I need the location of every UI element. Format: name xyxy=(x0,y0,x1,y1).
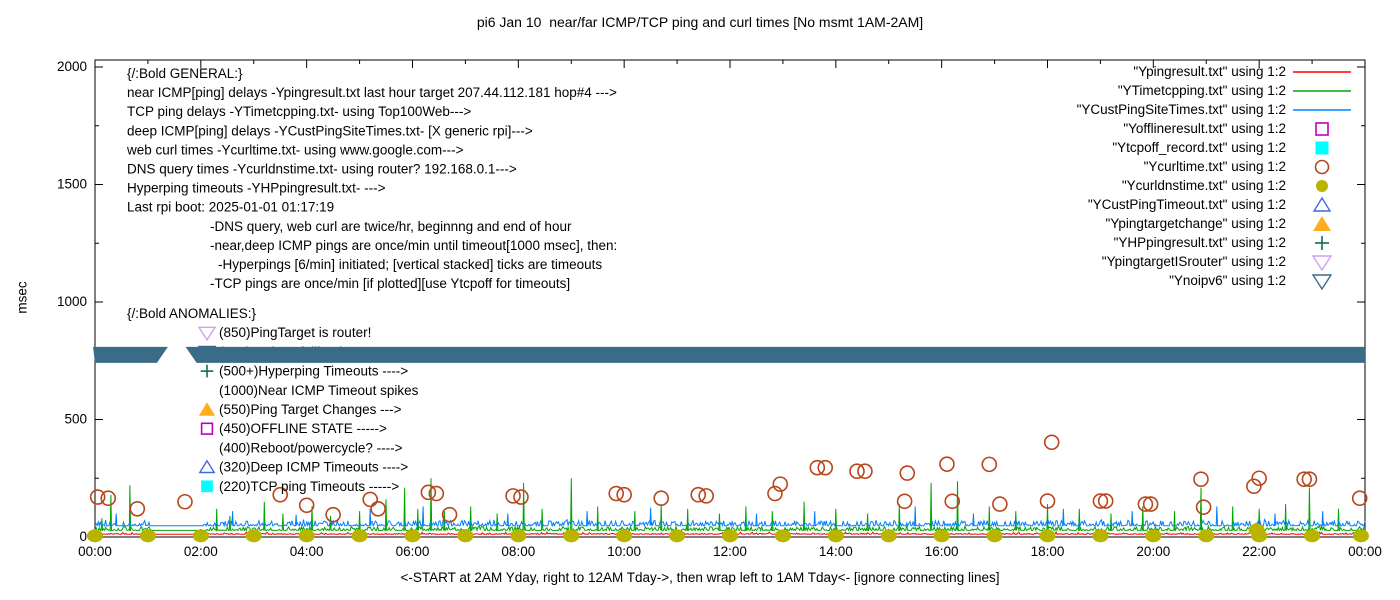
general-note: -near,deep ICMP pings are once/min until… xyxy=(210,238,617,253)
annotations: {/:Bold GENERAL:} near ICMP[ping] delays … xyxy=(126,66,617,494)
svg-text:"Ypingresult.txt" using 1:2: "Ypingresult.txt" using 1:2 xyxy=(1133,64,1286,79)
general-note: web curl times -Ycurltime.txt- using www… xyxy=(126,142,464,157)
general-note: Hyperping timeouts -YHPpingresult.txt- -… xyxy=(127,181,386,196)
x-tick-label: 06:00 xyxy=(396,544,430,559)
svg-text:"Yofflineresult.txt" using 1:2: "Yofflineresult.txt" using 1:2 xyxy=(1123,121,1286,136)
anomaly-note: (220)TCP ping Timeouts -----> xyxy=(219,479,399,494)
svg-text:"Ypingtargetchange" using 1:2: "Ypingtargetchange" using 1:2 xyxy=(1106,216,1286,231)
x-tick-label: 04:00 xyxy=(290,544,324,559)
legend-item: "Ypingtargetchange" using 1:2 xyxy=(1106,216,1331,231)
svg-text:"Ynoipv6" using 1:2: "Ynoipv6" using 1:2 xyxy=(1169,273,1286,288)
chart-title: pi6 Jan 10 near/far ICMP/TCP ping and cu… xyxy=(476,14,924,30)
y-tick-label: 500 xyxy=(64,412,87,427)
x-tick-label: 20:00 xyxy=(1136,544,1170,559)
legend-item: "YTimetcpping.txt" using 1:2 xyxy=(1118,83,1351,98)
general-note: DNS query times -Ycurldnstime.txt- using… xyxy=(127,162,517,177)
general-note: deep ICMP[ping] delays -YCustPingSiteTim… xyxy=(127,123,533,138)
general-note: near ICMP[ping] delays -Ypingresult.txt … xyxy=(127,85,617,100)
svg-text:"YTimetcpping.txt" using 1:2: "YTimetcpping.txt" using 1:2 xyxy=(1118,83,1286,98)
legend-item: "Yofflineresult.txt" using 1:2 xyxy=(1123,121,1329,136)
y-tick-label: 1000 xyxy=(57,294,87,309)
x-axis-label: <-START at 2AM Yday, right to 12AM Tday-… xyxy=(400,570,1000,585)
y-tick-label: 1500 xyxy=(57,177,87,192)
x-tick-label: 22:00 xyxy=(1242,544,1276,559)
legend-item: "YCustPingTimeout.txt" using 1:2 xyxy=(1088,196,1332,212)
general-note: {/:Bold GENERAL:} xyxy=(127,66,243,81)
anomaly-note: (850)PingTarget is router! xyxy=(219,325,371,340)
general-note: TCP ping delays -YTimetcpping.txt- using… xyxy=(127,104,471,119)
series-curl xyxy=(89,434,1368,523)
x-tick-label: 10:00 xyxy=(607,544,641,559)
svg-text:"YpingtargetISrouter" using 1:: "YpingtargetISrouter" using 1:2 xyxy=(1102,254,1286,269)
svg-text:"YCustPingSiteTimes.txt" using: "YCustPingSiteTimes.txt" using 1:2 xyxy=(1077,102,1286,117)
anomaly-note: {/:Bold ANOMALIES:} xyxy=(127,306,257,321)
legend-item: "Ypingresult.txt" using 1:2 xyxy=(1133,64,1351,79)
series-dns xyxy=(87,523,1369,543)
legend-item: "Ycurltime.txt" using 1:2 xyxy=(1144,159,1330,175)
anomaly-note: (550)Ping Target Changes ---> xyxy=(219,402,402,417)
legend-item: "YHPpingresult.txt" using 1:2 xyxy=(1114,235,1329,250)
y-tick-label: 2000 xyxy=(57,59,87,74)
y-axis-label: msec xyxy=(14,281,30,314)
general-note: -DNS query, web curl are twice/hr, begin… xyxy=(210,219,572,234)
legend-item: "Ycurldnstime.txt" using 1:2 xyxy=(1122,178,1328,193)
legend-item: "YCustPingSiteTimes.txt" using 1:2 xyxy=(1077,102,1351,117)
x-tick-label: 08:00 xyxy=(501,544,535,559)
general-note: Last rpi boot: 2025-01-01 01:17:19 xyxy=(127,200,334,215)
y-tick-label: 0 xyxy=(79,529,87,544)
legend-item: "Ynoipv6" using 1:2 xyxy=(1169,273,1333,291)
x-tick-label: 16:00 xyxy=(925,544,959,559)
anomaly-note: (400)Reboot/powercycle? ----> xyxy=(219,440,403,455)
anomaly-note: (450)OFFLINE STATE -----> xyxy=(219,421,387,436)
x-tick-label: 14:00 xyxy=(819,544,853,559)
legend-item: "YpingtargetISrouter" using 1:2 xyxy=(1102,254,1333,272)
x-tick-label: 12:00 xyxy=(713,544,747,559)
svg-text:"YCustPingTimeout.txt" using 1: "YCustPingTimeout.txt" using 1:2 xyxy=(1088,197,1286,212)
x-tick-label: 18:00 xyxy=(1031,544,1065,559)
svg-text:"Ycurldnstime.txt" using 1:2: "Ycurldnstime.txt" using 1:2 xyxy=(1122,178,1286,193)
svg-text:"Ycurltime.txt" using 1:2: "Ycurltime.txt" using 1:2 xyxy=(1144,159,1286,174)
anomaly-note: (320)Deep ICMP Timeouts ----> xyxy=(219,460,408,475)
x-tick-label: 02:00 xyxy=(184,544,218,559)
legend-item: "Ytcpoff_record.txt" using 1:2 xyxy=(1112,140,1329,155)
anomaly-note: (500+)Hyperping Timeouts ----> xyxy=(219,364,408,379)
svg-text:"Ytcpoff_record.txt" using 1:2: "Ytcpoff_record.txt" using 1:2 xyxy=(1112,140,1286,155)
legend: "Ypingresult.txt" using 1:2 "YTimetcpping… xyxy=(1077,64,1351,291)
general-note: -TCP pings are once/min [if plotted][use… xyxy=(210,276,570,291)
general-note: -Hyperpings [6/min] initiated; [vertical… xyxy=(218,257,602,272)
svg-text:"YHPpingresult.txt" using 1:2: "YHPpingresult.txt" using 1:2 xyxy=(1114,235,1286,250)
anomaly-note: (1000)Near ICMP Timeout spikes xyxy=(219,383,419,398)
x-tick-label: 00:00 xyxy=(1348,544,1382,559)
noipv6-band xyxy=(93,346,1366,363)
x-tick-label: 00:00 xyxy=(78,544,112,559)
series-deep_ping xyxy=(94,506,1366,528)
